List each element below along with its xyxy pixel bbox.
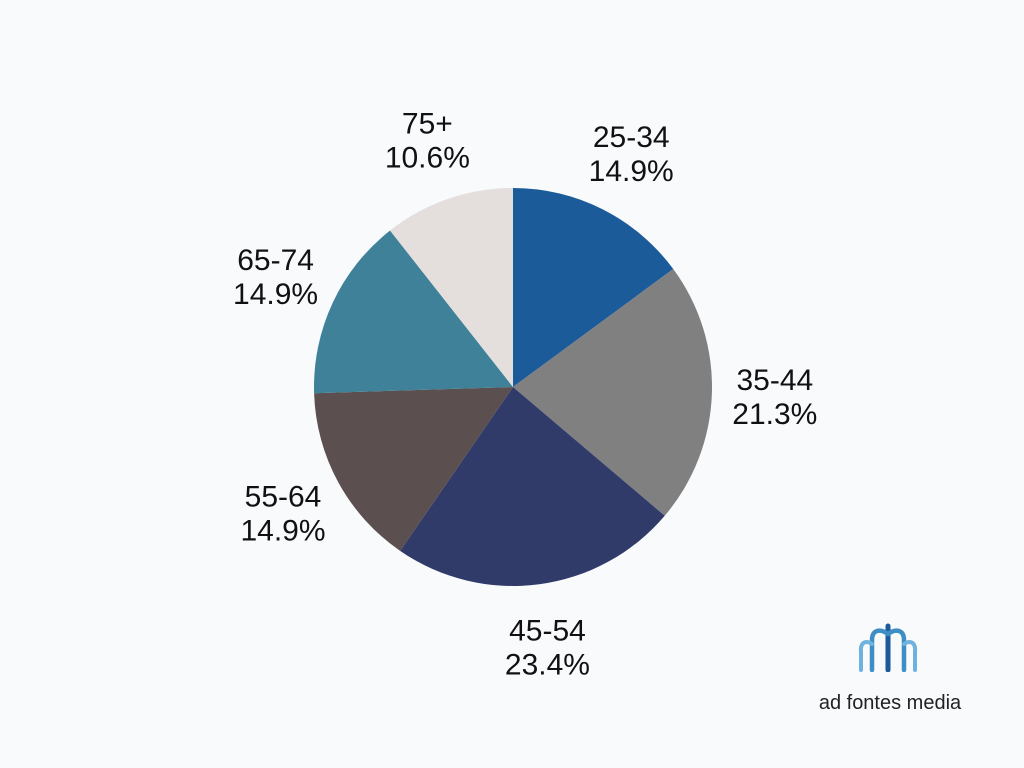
pie-slice-75+	[390, 188, 513, 387]
slice-label-25-34: 25-34 14.9%	[589, 121, 674, 188]
pie-slice-65-74	[314, 230, 513, 394]
slice-category: 75+	[402, 107, 453, 140]
slice-category: 25-34	[593, 121, 670, 154]
ad-fontes-logo: ad fontes media	[800, 622, 980, 722]
slice-percent: 14.9%	[233, 278, 318, 311]
slice-percent: 10.6%	[385, 141, 470, 174]
pie-slice-45-54	[400, 387, 665, 586]
pie-slice-25-34	[513, 188, 674, 387]
slice-category: 55-64	[245, 480, 322, 513]
fountain-icon	[858, 623, 918, 672]
slice-label-35-44: 35-44 21.3%	[732, 364, 817, 431]
slice-category: 45-54	[509, 615, 586, 648]
slice-percent: 21.3%	[732, 398, 817, 431]
pie-labels: 25-34 14.9%35-44 21.3%45-54 23.4%55-64 14.9%…	[233, 107, 817, 681]
slice-percent: 14.9%	[589, 155, 674, 188]
logo-text: ad fontes media	[818, 692, 962, 714]
slice-label-75+: 75+ 10.6%	[385, 107, 470, 174]
slice-label-65-74: 65-74 14.9%	[233, 244, 318, 311]
slice-category: 35-44	[736, 364, 813, 397]
pie-slices	[314, 188, 712, 586]
slice-label-55-64: 55-64 14.9%	[240, 480, 325, 547]
slice-percent: 23.4%	[505, 649, 590, 682]
pie-slice-35-44	[513, 269, 712, 516]
slice-percent: 14.9%	[240, 514, 325, 547]
slice-category: 65-74	[237, 244, 314, 277]
slice-label-45-54: 45-54 23.4%	[505, 615, 590, 682]
pie-slice-55-64	[314, 387, 513, 551]
